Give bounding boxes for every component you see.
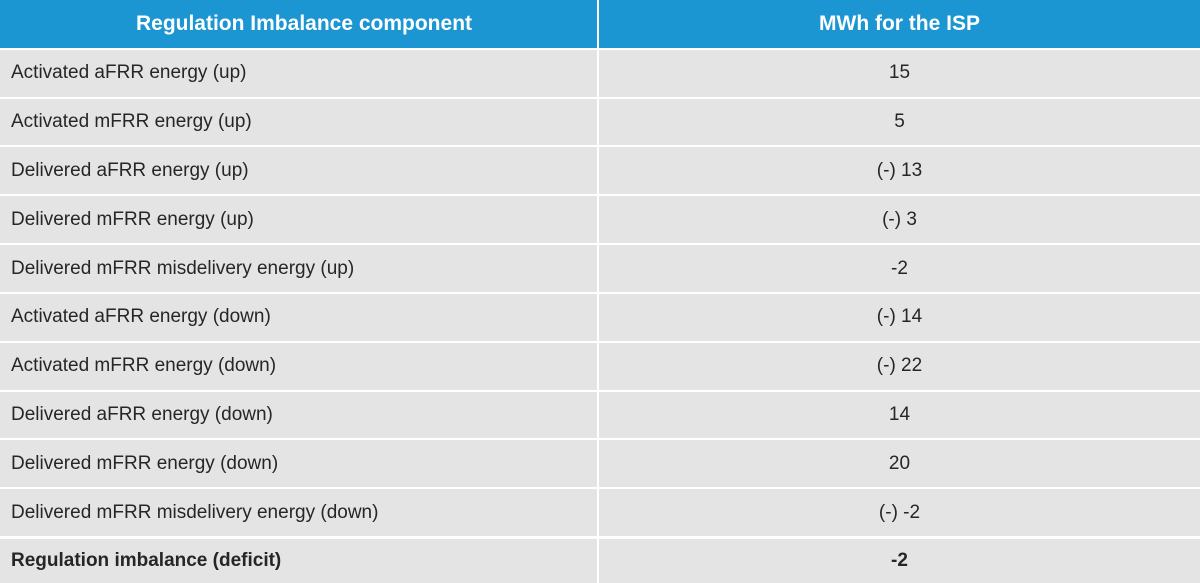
column-header-component: Regulation Imbalance component bbox=[0, 0, 599, 48]
mwh-cell: 15 bbox=[888, 62, 911, 84]
mwh-cell: 5 bbox=[894, 111, 905, 133]
total-mwh-cell: -2 bbox=[891, 550, 908, 572]
mwh-cell: (-) 22 bbox=[876, 355, 923, 377]
column-header-mwh: MWh for the ISP bbox=[819, 11, 980, 35]
table-row: Delivered mFRR misdelivery energy (down)… bbox=[0, 487, 1200, 537]
mwh-cell: 14 bbox=[888, 404, 911, 426]
table-row: Delivered mFRR energy (up) (-) 3 bbox=[0, 194, 1200, 244]
mwh-cell: 20 bbox=[888, 452, 911, 474]
table-row: Delivered mFRR misdelivery energy (up) -… bbox=[0, 243, 1200, 292]
table-row: Delivered mFRR energy (down) 20 bbox=[0, 438, 1200, 488]
component-cell: Activated mFRR energy (up) bbox=[0, 98, 599, 146]
component-cell: Activated mFRR energy (down) bbox=[0, 342, 599, 390]
mwh-cell: (-) 13 bbox=[876, 159, 923, 181]
component-cell: Delivered mFRR energy (down) bbox=[0, 440, 599, 488]
table-row: Activated aFRR energy (up) 15 bbox=[0, 47, 1200, 97]
component-cell: Activated aFRR energy (up) bbox=[0, 49, 599, 97]
table-header-row: Regulation Imbalance component MWh for t… bbox=[0, 0, 1200, 48]
total-row: Regulation imbalance (deficit) -2 bbox=[0, 536, 1200, 583]
table-row: Activated aFRR energy (down) (-) 14 bbox=[0, 291, 1200, 341]
component-cell: Activated aFRR energy (down) bbox=[0, 293, 599, 341]
mwh-cell: -2 bbox=[891, 257, 908, 279]
component-cell: Delivered aFRR energy (up) bbox=[0, 147, 599, 195]
component-cell: Delivered mFRR misdelivery energy (up) bbox=[0, 245, 599, 292]
table-row: Delivered aFRR energy (up) (-) 13 bbox=[0, 145, 1200, 195]
total-component-cell: Regulation imbalance (deficit) bbox=[0, 539, 599, 583]
table-row: Activated mFRR energy (up) 5 bbox=[0, 96, 1200, 146]
mwh-cell: (-) 3 bbox=[882, 208, 917, 230]
mwh-cell: (-) 14 bbox=[876, 306, 923, 328]
component-cell: Delivered mFRR misdelivery energy (down) bbox=[0, 489, 599, 537]
table-row: Activated mFRR energy (down) (-) 22 bbox=[0, 340, 1200, 390]
component-cell: Delivered aFRR energy (down) bbox=[0, 391, 599, 439]
component-cell: Delivered mFRR energy (up) bbox=[0, 196, 599, 244]
mwh-cell: (-) -2 bbox=[878, 501, 921, 523]
table-row: Delivered aFRR energy (down) 14 bbox=[0, 389, 1200, 439]
